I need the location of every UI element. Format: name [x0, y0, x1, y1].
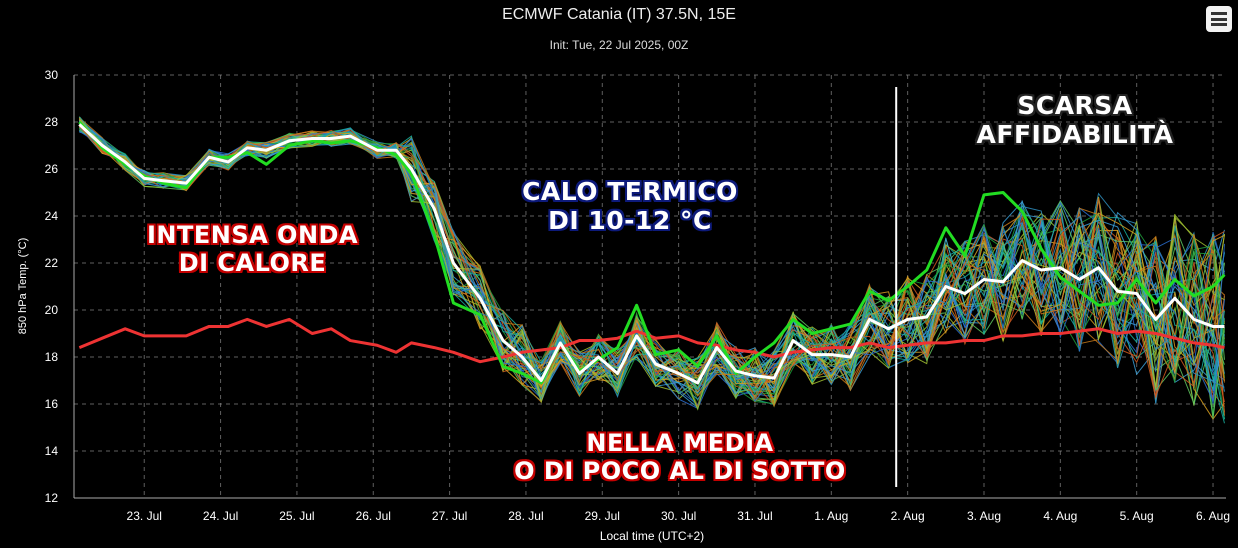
- y-tick-label: 20: [45, 303, 59, 317]
- y-tick-label: 26: [45, 162, 59, 176]
- x-tick-label: 5. Aug: [1120, 509, 1154, 523]
- chart-subtitle: Init: Tue, 22 Jul 2025, 00Z: [549, 38, 689, 52]
- annotation-temp-drop: CALO TERMICO DI 10-12 °C: [505, 177, 755, 236]
- x-tick-label: 27. Jul: [432, 509, 467, 523]
- x-tick-label: 2. Aug: [891, 509, 925, 523]
- y-tick-label: 30: [45, 68, 59, 82]
- ensemble-member-line: [78, 121, 1225, 394]
- y-axis-label: 850 hPa Temp. (°C): [17, 238, 29, 335]
- x-tick-label: 26. Jul: [356, 509, 391, 523]
- ensemble-member-line: [78, 116, 1225, 396]
- x-tick-label: 1. Aug: [814, 509, 848, 523]
- annotation-reliability-line2: AFFIDABILITÀ: [976, 119, 1174, 149]
- ensemble-member-line: [79, 127, 1225, 403]
- annotation-heat-wave-line1: INTENSA ONDA: [146, 221, 359, 249]
- annotation-average: NELLA MEDIA O DI POCO AL DI SOTTO: [495, 429, 865, 485]
- ensemble-mean-line: [78, 123, 1225, 385]
- y-tick-label: 14: [45, 444, 59, 458]
- x-tick-label: 31. Jul: [737, 509, 772, 523]
- x-tick-label: 30. Jul: [661, 509, 696, 523]
- control-line: [78, 121, 1226, 385]
- x-tick-label: 28. Jul: [508, 509, 543, 523]
- y-tick-label: 28: [45, 115, 59, 129]
- annotation-reliability: SCARSA AFFIDABILITÀ: [955, 91, 1195, 150]
- y-tick-label: 22: [45, 256, 59, 270]
- annotation-reliability-line1: SCARSA: [1017, 91, 1133, 120]
- annotation-average-line1: NELLA MEDIA: [586, 429, 774, 457]
- x-tick-label: 4. Aug: [1043, 509, 1077, 523]
- x-tick-label: 25. Jul: [279, 509, 314, 523]
- chart-title: ECMWF Catania (IT) 37.5N, 15E: [502, 6, 736, 23]
- y-tick-label: 12: [45, 491, 59, 505]
- x-tick-labels: 23. Jul 24. Jul 25. Jul 26. Jul 27. Jul 28. J…: [127, 509, 1230, 523]
- x-tick-label: 23. Jul: [127, 509, 162, 523]
- annotation-temp-drop-line2: DI 10-12 °C: [548, 205, 712, 235]
- x-axis-label: Local time (UTC+2): [600, 529, 704, 543]
- x-tick-label: 3. Aug: [967, 509, 1001, 523]
- x-tick-label: 29. Jul: [585, 509, 620, 523]
- y-tick-label: 16: [45, 397, 59, 411]
- y-tick-label: 24: [45, 209, 59, 223]
- y-tick-labels: 12 14 16 18 20 22 24 26 28 30: [45, 68, 59, 505]
- annotation-temp-drop-line1: CALO TERMICO: [522, 177, 738, 206]
- x-tick-label: 6. Aug: [1196, 509, 1230, 523]
- x-tick-label: 24. Jul: [203, 509, 238, 523]
- ensemble-member-line: [78, 116, 1225, 407]
- main-series: [78, 121, 1226, 385]
- chart-grid: [74, 74, 1226, 499]
- chart-axes: [73, 75, 1226, 499]
- y-tick-label: 18: [45, 350, 59, 364]
- annotation-average-line2: O DI POCO AL DI SOTTO: [514, 456, 846, 485]
- climatology-line: [78, 317, 1225, 364]
- annotation-heat-wave-line2: DI CALORE: [178, 248, 327, 277]
- ensemble-member-line: [79, 120, 1225, 395]
- annotation-heat-wave: INTENSA ONDA DI CALORE: [135, 221, 370, 277]
- hamburger-menu-icon[interactable]: [1206, 6, 1232, 32]
